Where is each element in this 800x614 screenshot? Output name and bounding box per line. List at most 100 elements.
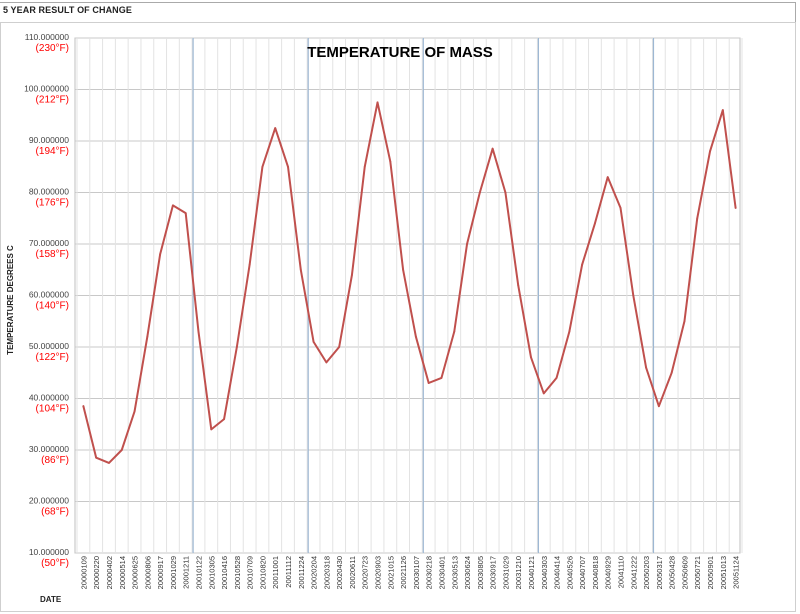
data-point (696, 217, 699, 220)
y-tick-fahrenheit-label: (50°F) (41, 558, 69, 569)
data-point (414, 335, 417, 338)
data-point (632, 294, 635, 297)
data-point (210, 428, 213, 431)
y-tick-label: 100.000000 (24, 84, 69, 94)
x-tick-label: 20001029 (169, 556, 178, 589)
y-tick-fahrenheit-label: (122°F) (36, 352, 69, 363)
data-point (581, 263, 584, 266)
x-tick-label: 20010709 (246, 556, 255, 589)
chart-title: TEMPERATURE OF MASS (307, 44, 493, 61)
x-tick-label: 20011112 (284, 556, 293, 588)
x-tick-label: 20030218 (425, 556, 434, 589)
y-tick-fahrenheit-label: (68°F) (41, 507, 69, 518)
data-point (133, 410, 136, 413)
data-point (606, 176, 609, 179)
data-point (108, 462, 110, 464)
x-tick-label: 20040303 (540, 556, 549, 589)
y-tick-label: 90.000000 (29, 135, 69, 145)
data-point (235, 346, 238, 348)
x-tick-label: 20051124 (732, 556, 741, 589)
y-tick-fahrenheit-label: (104°F) (36, 404, 69, 415)
x-tick-label: 20051013 (719, 556, 728, 589)
x-tick-label: 20020903 (374, 556, 383, 589)
x-tick-label: 20030624 (463, 556, 472, 589)
data-point (299, 268, 302, 271)
header-bar (0, 2, 796, 24)
data-point (82, 405, 85, 408)
x-tick-label: 20011224 (297, 556, 306, 589)
y-tick-fahrenheit-label: (140°F) (36, 301, 69, 312)
x-tick-label: 20050721 (693, 556, 702, 589)
series-line (82, 101, 737, 464)
x-tick-label: 20031210 (514, 556, 523, 589)
data-point (248, 263, 251, 266)
y-tick-label: 80.000000 (29, 187, 69, 197)
data-point (670, 371, 673, 374)
data-point (274, 127, 277, 129)
data-point (351, 274, 353, 276)
x-tick-label: 20041222 (629, 556, 638, 589)
data-point (146, 335, 149, 338)
y-tick-label: 20.000000 (29, 496, 69, 506)
x-tick-label: 20000514 (118, 556, 127, 589)
axis-layer: 110.000000(230°F) 100.000000(212°F) 90.000… (24, 32, 741, 589)
x-tick-label: 20020204 (310, 556, 319, 589)
data-point (325, 361, 328, 364)
data-point (491, 147, 494, 150)
x-axis-title: DATE (40, 595, 62, 604)
x-tick-label: 20040526 (565, 556, 574, 589)
data-point (709, 150, 711, 153)
x-tick-label: 20020723 (361, 556, 370, 589)
x-tick-label: 20000109 (79, 556, 88, 589)
y-axis-title: TEMPERATURE DEGREES C (6, 245, 15, 355)
y-tick-label: 40.000000 (29, 393, 69, 403)
x-tick-label: 20000917 (156, 556, 165, 589)
y-tick-label: 50.000000 (29, 341, 69, 351)
data-point (427, 382, 430, 384)
x-tick-label: 20031029 (501, 556, 510, 589)
data-point (594, 222, 596, 225)
x-tick-label: 20050901 (706, 556, 715, 589)
x-tick-label: 20020611 (348, 556, 357, 589)
x-tick-label: 20050609 (680, 556, 689, 589)
chart-frame (0, 22, 796, 612)
y-tick-label: 70.000000 (29, 238, 69, 248)
data-point (517, 284, 520, 287)
data-point (287, 165, 289, 168)
x-tick-label: 20000402 (105, 556, 114, 589)
data-point (223, 418, 225, 420)
data-point (184, 212, 187, 215)
x-tick-label: 20040929 (604, 556, 613, 589)
x-tick-label: 20010528 (233, 556, 242, 589)
x-tick-label: 20001211 (182, 556, 191, 589)
data-point (312, 341, 315, 343)
data-point (453, 330, 456, 333)
data-point (159, 253, 162, 256)
data-point (197, 330, 200, 333)
x-tick-label: 20020430 (335, 556, 344, 589)
x-tick-label: 20050317 (655, 556, 664, 589)
data-point (530, 356, 532, 359)
x-tick-label: 20050203 (642, 556, 651, 589)
data-point (95, 456, 98, 459)
x-tick-label: 20000220 (92, 556, 101, 589)
y-tick-fahrenheit-label: (158°F) (36, 249, 69, 260)
x-tick-label: 20021015 (386, 556, 395, 589)
data-point (478, 191, 481, 194)
data-point (504, 191, 507, 194)
y-tick-label: 10.000000 (29, 547, 69, 557)
x-tick-label: 20030513 (450, 556, 459, 589)
data-point (363, 165, 366, 168)
data-point (542, 392, 545, 395)
x-tick-label: 20011001 (271, 556, 280, 589)
x-tick-label: 20040707 (578, 556, 587, 589)
x-tick-label: 20030917 (489, 556, 498, 589)
x-tick-label: 20030805 (476, 556, 485, 589)
x-tick-label: 20010416 (220, 556, 229, 589)
x-tick-label: 20010305 (207, 556, 216, 589)
x-tick-label: 20021126 (399, 556, 408, 589)
data-point (338, 346, 341, 348)
y-tick-fahrenheit-label: (86°F) (41, 455, 69, 466)
data-point (402, 268, 405, 271)
